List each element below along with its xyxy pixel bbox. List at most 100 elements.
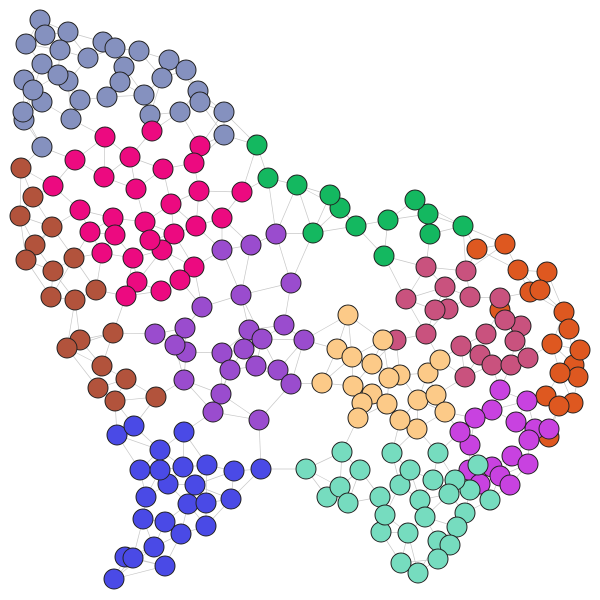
graph-node-slate-blue [15,33,37,55]
graph-node-violet [449,421,471,443]
graph-node-brown [9,205,31,227]
graph-node-magenta [94,126,116,148]
graph-node-blue [132,508,154,530]
nodes-layer [9,9,591,590]
graph-node-orange [548,395,570,417]
graph-node-rose [455,260,477,282]
graph-node-brown [102,322,124,344]
graph-node-magenta [134,211,156,233]
graph-node-magenta [183,152,205,174]
graph-node-slate-blue [12,101,34,123]
graph-node-teal [446,516,468,538]
graph-node-blue [129,459,151,481]
graph-node-orange [536,261,558,283]
graph-node-purple [280,373,302,395]
graph-node-green [286,174,308,196]
graph-node-blue [106,424,128,446]
graph-node-blue [195,515,217,537]
graph-node-teal [389,474,411,496]
graph-node-purple [293,329,315,351]
graph-node-magenta [64,149,86,171]
graph-node-orange [541,333,563,355]
graph-node-brown [87,377,109,399]
graph-node-slate-blue [57,21,79,43]
graph-node-magenta [125,178,147,200]
graph-node-blue [173,421,195,443]
graph-node-magenta [160,193,182,215]
graph-node-purple [164,334,186,356]
graph-node-magenta [115,285,137,307]
graph-node-orange [494,233,516,255]
graph-node-slate-blue [31,53,53,75]
graph-node-orange [569,339,591,361]
graph-node-magenta [122,247,144,269]
graph-node-rose [489,287,511,309]
graph-node-rose [415,323,437,345]
graph-node-magenta [79,221,101,243]
graph-node-magenta [185,215,207,237]
graph-node-teal [467,454,489,476]
graph-node-purple [233,338,255,360]
graph-node-peach [389,409,411,431]
graph-node-green [246,134,268,156]
graph-node-violet [464,407,486,429]
graph-node-peach [417,362,439,384]
graph-node-brown [85,279,107,301]
graph-node-rose [454,366,476,388]
graph-node-purple [173,369,195,391]
graph-node-magenta [42,175,64,197]
graph-node-slate-blue [189,91,211,113]
graph-node-blue [172,456,194,478]
graph-node-blue [149,459,171,481]
graph-node-teal [397,522,419,544]
graph-node-brown [15,249,37,271]
graph-node-peach [372,329,394,351]
graph-node-green [373,245,395,267]
graph-node-brown [115,368,137,390]
graph-node-peach [434,401,456,423]
graph-node-brown [104,390,126,412]
graph-node-orange [507,259,529,281]
graph-node-rose [504,330,526,352]
graph-node-teal [349,459,371,481]
graph-node-brown [10,157,32,179]
graph-node-magenta [211,207,233,229]
graph-node-magenta [169,269,191,291]
graph-node-orange [567,366,589,388]
graph-node-teal [479,489,501,511]
graph-node-magenta [231,181,253,203]
graph-node-orange [466,238,488,260]
graph-node-peach [342,375,364,397]
graph-node-brown [40,286,62,308]
graph-node-slate-blue [133,84,155,106]
graph-node-slate-blue [96,86,118,108]
graph-node-violet [499,474,521,496]
graph-node-magenta [163,223,185,245]
graph-node-purple [210,383,232,405]
graph-node-slate-blue [49,39,71,61]
graph-node-slate-blue [47,64,69,86]
graph-node-violet [481,399,503,421]
graph-node-purple [280,272,302,294]
graph-node-peach [407,389,429,411]
graph-node-teal [295,458,317,480]
graph-node-rose [481,354,503,376]
graph-node-purple [265,223,287,245]
graph-node-brown [56,337,78,359]
graph-node-slate-blue [213,101,235,123]
graph-node-rose [434,276,456,298]
graph-node-purple [211,342,233,364]
graph-node-peach [361,353,383,375]
graph-node-magenta [91,242,113,264]
graph-node-blue [184,474,206,496]
graph-node-brown [145,386,167,408]
graph-node-slate-blue [213,124,235,146]
graph-node-violet [516,390,538,412]
graph-node-teal [422,469,444,491]
graph-node-green [257,167,279,189]
graph-node-purple [211,239,233,261]
graph-node-violet [518,429,540,451]
graph-node-blue [154,511,176,533]
graph-node-purple [191,296,213,318]
